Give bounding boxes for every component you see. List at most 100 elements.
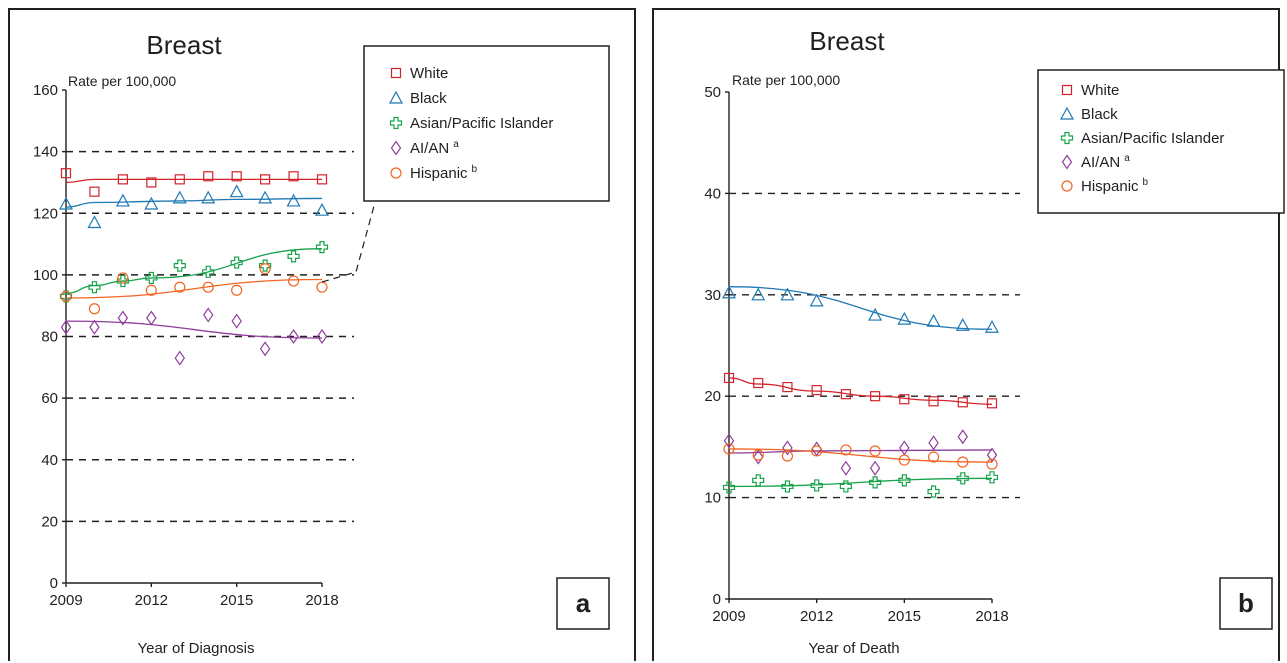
point-hispanic bbox=[145, 284, 157, 296]
point-white bbox=[146, 177, 157, 188]
chart-b-svg: Breast Rate per 100,000 Year of Death b … bbox=[704, 26, 1285, 657]
point-asian-pacific-islander bbox=[287, 250, 300, 263]
point-hispanic bbox=[811, 445, 823, 457]
legend-label-ai-an: AI/AN a bbox=[1081, 153, 1130, 171]
legend-marker-white bbox=[1061, 84, 1073, 96]
point-ai-an bbox=[840, 460, 852, 476]
y-tick-label: 10 bbox=[704, 490, 721, 507]
point-ai-an bbox=[752, 449, 764, 465]
legend-marker-ai-an bbox=[1061, 154, 1073, 170]
x-tick-label: 2009 bbox=[49, 592, 82, 609]
point-hispanic bbox=[898, 454, 910, 466]
chart-a-xlabel: Year of Diagnosis bbox=[137, 640, 254, 657]
x-tick-label: 2009 bbox=[712, 608, 745, 625]
legend-marker-black bbox=[388, 90, 404, 104]
trend-line-ai-an bbox=[728, 449, 993, 454]
chart-b-plot: 0 10 20 30 40 50 2009 2012 2015 2018 bbox=[704, 84, 1020, 625]
y-tick-label: 100 bbox=[33, 267, 58, 284]
chart-b-legend: White Black Asian/Pacific Islander AI/AN a Hi… bbox=[1037, 69, 1285, 214]
point-hispanic bbox=[60, 290, 72, 303]
y-tick-label: 40 bbox=[704, 185, 721, 202]
chart-b-title: Breast bbox=[809, 26, 885, 56]
point-black bbox=[314, 202, 330, 216]
point-asian-pacific-islander bbox=[116, 274, 129, 288]
point-white bbox=[117, 174, 128, 185]
point-asian-pacific-islander bbox=[88, 281, 101, 294]
legend-label-black: Black bbox=[1081, 106, 1118, 123]
point-white bbox=[753, 377, 764, 389]
legend-label-asian-pacific-islander: Asian/Pacific Islander bbox=[1081, 130, 1224, 147]
point-ai-an bbox=[986, 447, 998, 463]
point-black bbox=[286, 193, 301, 207]
point-asian-pacific-islander bbox=[145, 271, 158, 285]
point-black bbox=[926, 313, 941, 327]
point-white bbox=[723, 372, 735, 384]
y-tick-label: 40 bbox=[41, 452, 58, 469]
panel-b: Breast Rate per 100,000 Year of Death b … bbox=[652, 8, 1285, 661]
point-black bbox=[115, 193, 130, 207]
y-tick-label: 160 bbox=[33, 82, 58, 99]
point-ai-an bbox=[928, 435, 939, 451]
point-white bbox=[231, 171, 242, 182]
trend-line-asian-pacific-islander bbox=[728, 477, 993, 488]
chart-a-title: Breast bbox=[146, 30, 222, 60]
y-tick-label: 50 bbox=[704, 84, 721, 101]
point-black bbox=[984, 319, 1000, 333]
point-asian-pacific-islander bbox=[956, 472, 969, 485]
point-hispanic bbox=[88, 303, 101, 315]
legend-marker-white bbox=[390, 67, 402, 79]
x-tick-label: 2012 bbox=[135, 592, 168, 609]
point-ai-an bbox=[288, 328, 299, 345]
point-white bbox=[870, 391, 881, 402]
y-tick-label: 80 bbox=[41, 329, 58, 346]
point-black bbox=[258, 190, 273, 204]
legend-marker-black bbox=[1059, 106, 1075, 120]
panel-b-label: b bbox=[1238, 588, 1254, 618]
point-ai-an bbox=[723, 433, 735, 449]
legend-label-hispanic: Hispanic b bbox=[1081, 177, 1149, 195]
point-white bbox=[316, 174, 328, 185]
point-hispanic bbox=[117, 272, 129, 284]
chart-a-ylabel: Rate per 100,000 bbox=[68, 73, 176, 89]
point-hispanic bbox=[781, 450, 794, 462]
legend-marker-asian-pacific-islander bbox=[1060, 131, 1074, 145]
panel-a: Breast Rate per 100,000 Year of Diagnosi… bbox=[8, 8, 636, 661]
point-ai-an bbox=[259, 341, 271, 357]
y-tick-label: 0 bbox=[713, 591, 721, 608]
point-hispanic bbox=[840, 444, 852, 456]
chart-a-svg: Breast Rate per 100,000 Year of Diagnosi… bbox=[33, 30, 610, 657]
point-hispanic bbox=[287, 275, 300, 287]
point-white bbox=[986, 398, 998, 409]
point-asian-pacific-islander bbox=[985, 471, 999, 484]
point-ai-an bbox=[231, 313, 242, 329]
x-tick-label: 2015 bbox=[888, 608, 921, 625]
point-white bbox=[89, 186, 100, 197]
point-asian-pacific-islander bbox=[869, 476, 882, 489]
point-ai-an bbox=[782, 440, 793, 456]
point-hispanic bbox=[957, 456, 969, 468]
trend-line-black bbox=[728, 286, 993, 330]
point-ai-an bbox=[811, 441, 822, 457]
x-tick-label: 2015 bbox=[220, 592, 253, 609]
point-white bbox=[203, 171, 214, 182]
trend-line-white bbox=[728, 377, 993, 405]
point-white bbox=[782, 381, 793, 393]
y-tick-label: 20 bbox=[41, 513, 58, 530]
point-ai-an bbox=[202, 307, 214, 323]
point-ai-an bbox=[89, 319, 100, 335]
point-black bbox=[172, 190, 187, 204]
point-ai-an bbox=[899, 440, 910, 456]
legend-marker-ai-an bbox=[390, 140, 402, 156]
point-ai-an bbox=[957, 429, 969, 445]
legend-label-ai-an: AI/AN a bbox=[410, 139, 459, 157]
y-tick-label: 140 bbox=[33, 144, 58, 161]
trend-line-white bbox=[65, 178, 322, 184]
point-hispanic bbox=[316, 281, 328, 293]
legend-marker-hispanic bbox=[390, 167, 402, 179]
panel-b-label-box bbox=[1219, 577, 1273, 630]
point-white bbox=[60, 168, 72, 179]
chart-b-ylabel: Rate per 100,000 bbox=[732, 72, 840, 88]
point-asian-pacific-islander bbox=[173, 259, 186, 272]
chart-a-plot: 0 20 40 60 80 100 120 140 160 2009 2012 2015 2018 bbox=[33, 82, 375, 609]
point-ai-an bbox=[316, 328, 328, 345]
